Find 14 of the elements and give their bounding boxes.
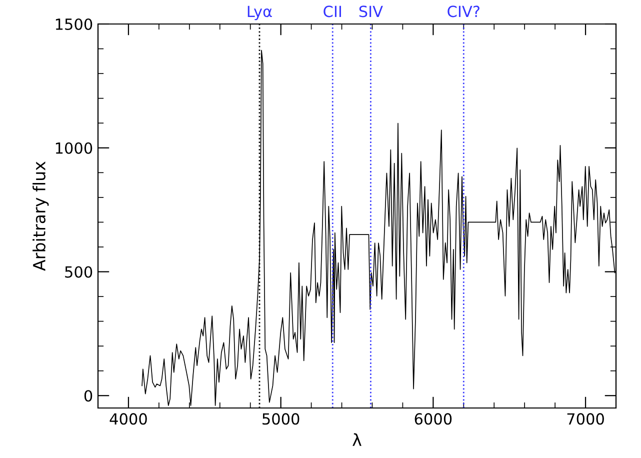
y-tick-label: 0 (84, 390, 92, 402)
x-tick-label: 6000 (414, 413, 452, 425)
y-axis-title: Arbitrary flux (32, 162, 49, 271)
ref-line-label: CII (324, 6, 341, 18)
x-tick-label: 4000 (110, 413, 147, 425)
ref-line-label: SIV (359, 6, 383, 18)
ref-line-label: CIV? (448, 6, 480, 18)
y-tick-label: 1000 (56, 142, 92, 154)
x-tick-label: 5000 (262, 413, 300, 425)
y-tick-label: 1500 (56, 18, 92, 30)
x-tick-label: 7000 (567, 413, 604, 425)
y-tick-label: 500 (65, 266, 92, 278)
ref-line-label: Lyα (248, 6, 272, 20)
x-axis-title: λ (352, 433, 362, 446)
